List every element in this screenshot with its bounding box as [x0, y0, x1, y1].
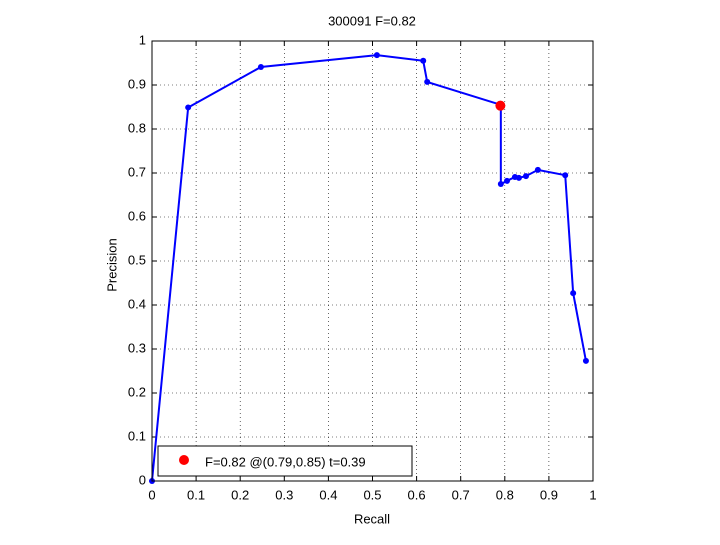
legend-marker — [179, 455, 189, 465]
x-tick-label: 0 — [148, 487, 155, 502]
y-tick-label: 0.3 — [128, 340, 146, 355]
series-line — [151, 54, 587, 482]
data-point — [582, 357, 589, 364]
x-tick-label: 0.6 — [408, 487, 426, 502]
best-point — [495, 100, 506, 111]
y-axis-label: Precision — [104, 238, 119, 291]
y-tick-label: 1 — [139, 32, 146, 47]
y-tick-label: 0.1 — [128, 428, 146, 443]
data-point — [424, 78, 431, 85]
axes-box — [151, 40, 594, 482]
legend-label: F=0.82 @(0.79,0.85) t=0.39 — [205, 454, 366, 469]
y-tick-label: 0.6 — [128, 208, 146, 223]
y-tick-label: 0 — [139, 472, 146, 487]
data-point — [185, 104, 192, 111]
y-tick-label: 0.5 — [128, 252, 146, 267]
x-tick-label: 0.4 — [319, 487, 337, 502]
y-tick-label: 0.9 — [128, 76, 146, 91]
data-point — [504, 177, 511, 184]
data-point — [534, 166, 541, 173]
y-tick-label: 0.4 — [128, 296, 146, 311]
x-tick-label: 0.8 — [496, 487, 514, 502]
marks — [149, 52, 589, 484]
data-point — [497, 181, 504, 187]
data-point — [522, 173, 529, 180]
x-axis-label: Recall — [354, 511, 390, 526]
x-tick-label: 0.7 — [452, 487, 470, 502]
data-point — [570, 290, 577, 297]
x-tick-label: 0.5 — [363, 487, 381, 502]
chart-title: 300091 F=0.82 — [328, 13, 416, 28]
data-point — [515, 174, 522, 181]
x-tick-label: 0.9 — [540, 487, 558, 502]
x-tick-label: 0.1 — [187, 487, 205, 502]
x-tick-label: 1 — [589, 487, 596, 502]
data-point — [420, 57, 427, 64]
legend: F=0.82 @(0.79,0.85) t=0.39 — [157, 445, 413, 477]
data-point — [373, 52, 380, 59]
x-tick-label: 0.2 — [231, 487, 249, 502]
legend-box — [157, 445, 413, 477]
data-point — [257, 63, 264, 70]
data-point — [562, 172, 569, 179]
y-tick-label: 0.7 — [128, 164, 146, 179]
y-tick-label: 0.8 — [128, 120, 146, 135]
x-tick-label: 0.3 — [275, 487, 293, 502]
y-tick-label: 0.2 — [128, 384, 146, 399]
